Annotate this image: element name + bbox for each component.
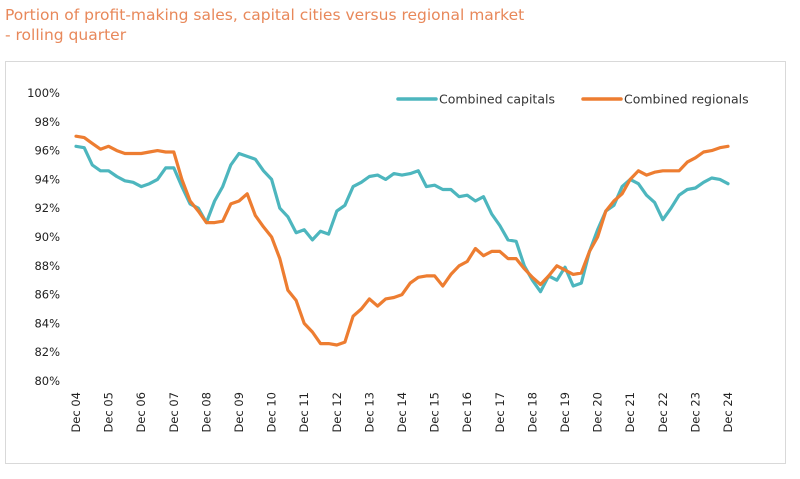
y-tick-label: 90% — [34, 230, 60, 244]
x-tick-label: Dec 06 — [134, 392, 148, 433]
x-tick-label: Dec 12 — [330, 392, 344, 433]
x-tick-label: Dec 17 — [493, 392, 507, 433]
chart-card — [5, 61, 786, 464]
y-tick-label: 96% — [34, 144, 60, 158]
series-line-regionals — [74, 134, 730, 347]
x-tick-label: Dec 15 — [428, 392, 442, 433]
x-tick-label: Dec 09 — [232, 392, 246, 433]
chart-title-line-1: Portion of profit-making sales, capital … — [5, 6, 525, 24]
y-tick-label: 100% — [27, 86, 60, 100]
chart-title-line-2: - rolling quarter — [5, 26, 127, 44]
y-tick-label: 82% — [34, 345, 60, 359]
x-tick-label: Dec 23 — [688, 392, 702, 433]
x-tick-label: Dec 04 — [69, 392, 83, 433]
y-tick-label: 92% — [34, 201, 60, 215]
x-tick-label: Dec 13 — [362, 392, 376, 433]
x-tick-label: Dec 16 — [460, 392, 474, 433]
x-tick-label: Dec 10 — [265, 392, 279, 433]
x-tick-label: Dec 22 — [656, 392, 670, 433]
series-line-capitals — [74, 144, 730, 294]
y-tick-label: 86% — [34, 288, 60, 302]
x-tick-label: Dec 18 — [525, 392, 539, 433]
chart-title: Portion of profit-making sales, capital … — [5, 5, 605, 45]
y-tick-label: 98% — [34, 115, 60, 129]
x-tick-label: Dec 05 — [102, 392, 116, 433]
x-tick-label: Dec 19 — [558, 392, 572, 433]
legend-label: Combined regionals — [624, 92, 749, 107]
y-tick-label: 88% — [34, 259, 60, 273]
y-tick-label: 94% — [34, 172, 60, 186]
x-tick-label: Dec 24 — [721, 392, 735, 433]
x-tick-label: Dec 20 — [591, 392, 605, 433]
x-tick-label: Dec 08 — [199, 392, 213, 433]
x-tick-label: Dec 07 — [167, 392, 181, 433]
y-tick-label: 84% — [34, 316, 60, 330]
x-tick-label: Dec 14 — [395, 392, 409, 433]
x-tick-label: Dec 21 — [623, 392, 637, 433]
x-tick-label: Dec 11 — [297, 392, 311, 433]
y-tick-label: 80% — [34, 374, 60, 388]
legend-label: Combined capitals — [439, 92, 555, 107]
